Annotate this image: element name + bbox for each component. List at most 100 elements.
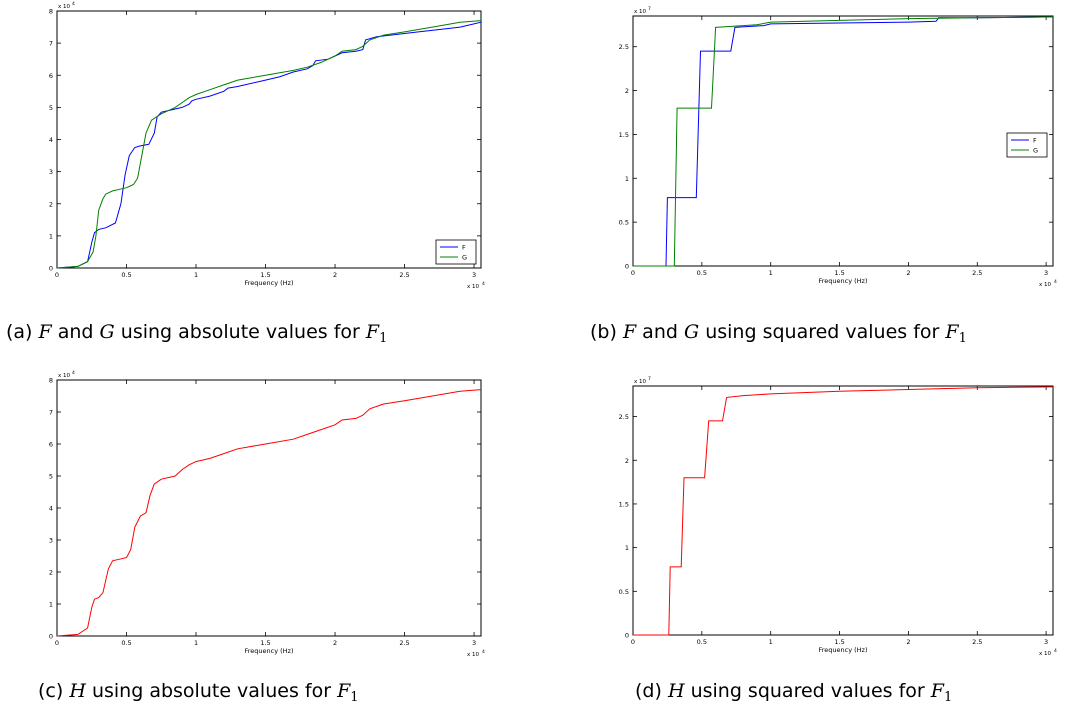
x-axis-exponent: 4 bbox=[482, 281, 485, 287]
y-tick-label: 3 bbox=[49, 537, 53, 545]
y-tick-label: 0.5 bbox=[619, 219, 629, 227]
x-tick-label: 0.5 bbox=[121, 639, 131, 647]
plot-area bbox=[632, 385, 1054, 636]
caption-var: G bbox=[99, 321, 115, 343]
y-axis-multiplier: x 10 bbox=[634, 379, 647, 385]
caption-subscript: 1 bbox=[958, 331, 967, 346]
x-tick-label: 3 bbox=[472, 639, 476, 647]
x-tick-label: 2.5 bbox=[399, 639, 409, 647]
legend: FG bbox=[1006, 132, 1048, 158]
caption-label: (d) bbox=[635, 680, 662, 702]
legend-label: G bbox=[462, 254, 467, 262]
y-tick-label: 6 bbox=[49, 441, 53, 449]
legend-label: F bbox=[1033, 137, 1037, 145]
y-tick-label: 4 bbox=[49, 136, 53, 144]
x-axis-label: Frequency (Hz) bbox=[818, 277, 867, 285]
y-tick-label: 1 bbox=[625, 175, 629, 183]
caption-var: F bbox=[930, 680, 944, 702]
y-axis-exponent: 7 bbox=[648, 6, 651, 12]
caption-var: H bbox=[667, 680, 685, 702]
x-tick-label: 2 bbox=[333, 271, 337, 279]
y-tick-label: 0 bbox=[49, 633, 53, 641]
x-tick-label: 0.5 bbox=[697, 269, 707, 277]
x-axis-label: Frequency (Hz) bbox=[244, 279, 293, 287]
x-tick-label: 2.5 bbox=[399, 271, 409, 279]
x-tick-label: 0 bbox=[55, 271, 59, 279]
x-tick-label: 0.5 bbox=[121, 271, 131, 279]
y-tick-label: 1 bbox=[49, 232, 53, 240]
y-tick-label: 2.5 bbox=[619, 413, 629, 421]
x-axis-exponent: 4 bbox=[1054, 279, 1057, 285]
series-line-series-0 bbox=[633, 386, 1054, 636]
y-axis-multiplier: x 10 bbox=[58, 373, 71, 379]
y-tick-label: 1 bbox=[625, 544, 629, 552]
y-tick-label: 7 bbox=[49, 40, 53, 48]
caption-subscript: 1 bbox=[943, 690, 953, 705]
caption-text: and bbox=[642, 321, 678, 343]
plot-area bbox=[632, 15, 1054, 267]
caption-var: H bbox=[69, 680, 86, 702]
caption-var: G bbox=[683, 321, 700, 343]
y-axis-exponent: 7 bbox=[648, 376, 651, 382]
caption-text: using squared values for bbox=[705, 321, 940, 343]
y-tick-label: 7 bbox=[49, 409, 53, 417]
legend-label: G bbox=[1033, 147, 1038, 155]
x-tick-label: 0 bbox=[631, 638, 635, 646]
series-line-f bbox=[633, 16, 1054, 267]
caption-label: (a) bbox=[6, 321, 33, 343]
x-tick-label: 2 bbox=[333, 639, 337, 647]
x-tick-label: 1 bbox=[194, 271, 198, 279]
y-tick-label: 8 bbox=[49, 377, 53, 385]
x-tick-label: 0 bbox=[631, 269, 635, 277]
caption-subscript: 1 bbox=[350, 690, 359, 705]
x-tick-label: 0.5 bbox=[697, 638, 707, 646]
y-tick-label: 5 bbox=[49, 473, 53, 481]
y-tick-label: 8 bbox=[49, 8, 53, 16]
y-tick-label: 2 bbox=[625, 457, 629, 465]
caption-var: F bbox=[365, 321, 380, 343]
y-axis-exponent: 4 bbox=[72, 1, 75, 7]
x-axis-multiplier: x 10 bbox=[1039, 282, 1052, 288]
caption-var: F bbox=[337, 680, 351, 702]
x-axis-exponent: 4 bbox=[1054, 648, 1057, 654]
y-tick-label: 2 bbox=[625, 87, 629, 95]
series-line-g bbox=[56, 20, 482, 269]
caption-text: using absolute values for bbox=[120, 321, 360, 343]
caption-text: and bbox=[57, 321, 94, 343]
x-tick-label: 1.5 bbox=[260, 271, 270, 279]
x-tick-label: 2 bbox=[906, 269, 910, 277]
x-tick-label: 1.5 bbox=[260, 639, 270, 647]
x-tick-label: 3 bbox=[1044, 269, 1048, 277]
x-axis-multiplier: x 10 bbox=[467, 652, 480, 658]
x-tick-label: 2.5 bbox=[972, 638, 982, 646]
caption-b: (b) F and G using squared values for F1 bbox=[590, 321, 967, 346]
x-axis-label: Frequency (Hz) bbox=[818, 646, 867, 654]
x-axis-label: Frequency (Hz) bbox=[244, 647, 293, 655]
legend-label: F bbox=[462, 244, 466, 252]
y-axis-exponent: 4 bbox=[72, 370, 75, 376]
caption-c: (c) H using absolute values for F1 bbox=[38, 680, 359, 705]
y-tick-label: 1 bbox=[49, 601, 53, 609]
caption-var: F bbox=[622, 321, 637, 343]
y-tick-label: 4 bbox=[49, 505, 53, 513]
y-tick-label: 2.5 bbox=[619, 43, 629, 51]
x-axis-multiplier: x 10 bbox=[467, 284, 480, 290]
plot-area bbox=[56, 10, 482, 269]
chart-panel-d: 0 0.5 1 1.5 2 2.5 3 0 0.5 1 1.5 2 2.5 Frequency (Hz) x… bbox=[575, 370, 1082, 660]
plot-area bbox=[56, 379, 482, 637]
x-tick-label: 1.5 bbox=[834, 638, 844, 646]
y-tick-label: 1.5 bbox=[619, 500, 629, 508]
caption-label: (c) bbox=[38, 680, 64, 702]
chart-panel-a: 0 0.5 1 1.5 2 2.5 3 0 1 2 3 4 5 6 7 8 Frequency (Hz) x 10… bbox=[0, 0, 520, 290]
chart-panel-c: 0 0.5 1 1.5 2 2.5 3 0 1 2 3 4 5 6 7 8 Frequency (Hz) x 10… bbox=[0, 370, 520, 660]
x-tick-label: 1 bbox=[769, 638, 773, 646]
caption-var: F bbox=[945, 321, 959, 343]
x-tick-label: 3 bbox=[1044, 638, 1048, 646]
x-axis-multiplier: x 10 bbox=[1039, 651, 1052, 657]
chart-panel-b: 0 0.5 1 1.5 2 2.5 3 0 0.5 1 1.5 2 2.5 Frequency (Hz) x… bbox=[575, 0, 1082, 290]
series-line-g bbox=[633, 16, 1054, 267]
y-axis-multiplier: x 10 bbox=[634, 9, 647, 15]
x-tick-label: 1 bbox=[194, 639, 198, 647]
y-tick-label: 0.5 bbox=[619, 588, 629, 596]
